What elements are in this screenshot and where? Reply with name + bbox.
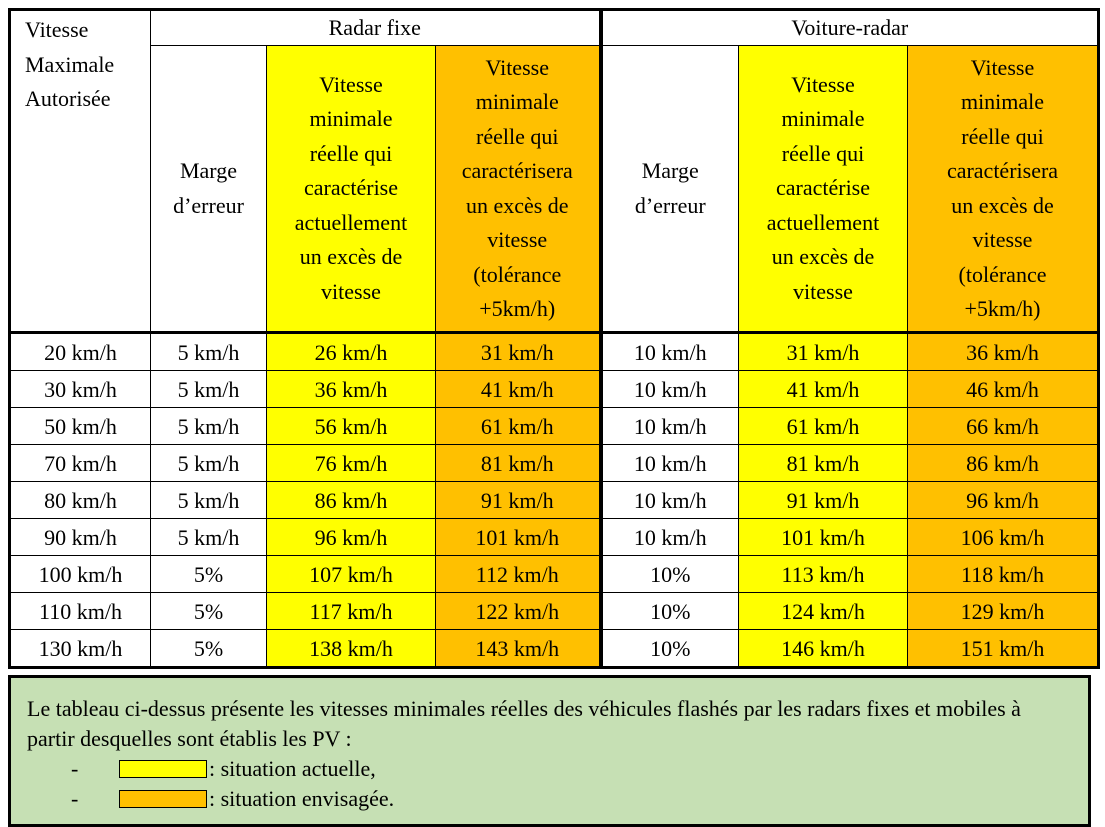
cell-mobile-current: 31 km/h bbox=[738, 332, 908, 371]
cell-mobile-current: 124 km/h bbox=[738, 592, 908, 630]
speed-table-document: Vitesse Maximale Autorisée Radar fixe Vo… bbox=[8, 8, 1100, 827]
cell-mobile-planned: 66 km/h bbox=[907, 407, 1100, 445]
table-row: 50 km/h 5 km/h 56 km/h 61 km/h 10 km/h 61 km/… bbox=[8, 407, 1100, 445]
cell-mobile-planned: 46 km/h bbox=[907, 370, 1100, 408]
table-row: 20 km/h 5 km/h 26 km/h 31 km/h 10 km/h 31 km/… bbox=[8, 332, 1100, 371]
table-row: 130 km/h 5% 138 km/h 143 km/h 10% 146 km/h 151… bbox=[8, 629, 1100, 669]
legend-text: Le tableau ci-dessus présente les vitess… bbox=[27, 696, 1021, 751]
cell-fixed-margin: 5 km/h bbox=[150, 518, 267, 556]
table-row: 80 km/h 5 km/h 86 km/h 91 km/h 10 km/h 91 km/… bbox=[8, 481, 1100, 519]
cell-fixed-margin: 5 km/h bbox=[150, 481, 267, 519]
cell-mobile-margin: 10 km/h bbox=[600, 518, 739, 556]
cell-fixed-margin: 5 km/h bbox=[150, 444, 267, 482]
cell-mobile-current: 41 km/h bbox=[738, 370, 908, 408]
cell-fixed-planned: 122 km/h bbox=[435, 592, 603, 630]
cell-vma: 70 km/h bbox=[8, 444, 151, 482]
cell-vma: 30 km/h bbox=[8, 370, 151, 408]
table-body: 20 km/h 5 km/h 26 km/h 31 km/h 10 km/h 31 km/… bbox=[8, 332, 1100, 669]
cell-fixed-current: 26 km/h bbox=[266, 332, 436, 371]
cell-fixed-current: 56 km/h bbox=[266, 407, 436, 445]
cell-mobile-planned: 36 km/h bbox=[907, 332, 1100, 371]
cell-fixed-planned: 91 km/h bbox=[435, 481, 603, 519]
legend-box: Le tableau ci-dessus présente les vitess… bbox=[8, 675, 1091, 827]
cell-fixed-current: 138 km/h bbox=[266, 629, 436, 669]
cell-mobile-planned: 96 km/h bbox=[907, 481, 1100, 519]
cell-fixed-margin: 5 km/h bbox=[150, 370, 267, 408]
legend-label-current: : situation actuelle, bbox=[209, 756, 376, 781]
cell-mobile-planned: 86 km/h bbox=[907, 444, 1100, 482]
speed-table: Vitesse Maximale Autorisée Radar fixe Vo… bbox=[8, 8, 1100, 669]
header-fixed-margin: Marge d’erreur bbox=[150, 45, 267, 334]
header-fixed-current: Vitesse minimale réelle qui caractérise … bbox=[266, 45, 436, 334]
cell-vma: 100 km/h bbox=[8, 555, 151, 593]
cell-mobile-current: 113 km/h bbox=[738, 555, 908, 593]
cell-vma: 130 km/h bbox=[8, 629, 151, 669]
table-row: 100 km/h 5% 107 km/h 112 km/h 10% 113 km/h 118… bbox=[8, 555, 1100, 593]
header-group-row: Vitesse Maximale Autorisée Radar fixe Vo… bbox=[8, 8, 1100, 334]
legend-dash: - bbox=[71, 756, 79, 781]
cell-mobile-margin: 10% bbox=[600, 592, 739, 630]
cell-fixed-margin: 5% bbox=[150, 629, 267, 669]
header-mobile-margin: Marge d’erreur bbox=[600, 45, 739, 334]
cell-fixed-margin: 5% bbox=[150, 555, 267, 593]
cell-fixed-planned: 81 km/h bbox=[435, 444, 603, 482]
cell-mobile-current: 61 km/h bbox=[738, 407, 908, 445]
header-voiture-radar: Voiture-radar bbox=[600, 8, 1100, 46]
cell-vma: 20 km/h bbox=[8, 332, 151, 371]
cell-mobile-current: 81 km/h bbox=[738, 444, 908, 482]
legend-swatch-yellow bbox=[119, 760, 207, 778]
header-vma: Vitesse Maximale Autorisée bbox=[8, 8, 151, 334]
cell-mobile-current: 91 km/h bbox=[738, 481, 908, 519]
cell-mobile-current: 101 km/h bbox=[738, 518, 908, 556]
cell-fixed-planned: 101 km/h bbox=[435, 518, 603, 556]
cell-mobile-margin: 10% bbox=[600, 555, 739, 593]
header-fixed-planned: Vitesse minimale réelle qui caractériser… bbox=[435, 45, 603, 334]
cell-fixed-margin: 5 km/h bbox=[150, 407, 267, 445]
cell-fixed-current: 86 km/h bbox=[266, 481, 436, 519]
header-mobile-planned: Vitesse minimale réelle qui caractériser… bbox=[907, 45, 1100, 334]
cell-mobile-planned: 151 km/h bbox=[907, 629, 1100, 669]
legend-item-current: - : situation actuelle, bbox=[27, 754, 1074, 784]
cell-mobile-current: 146 km/h bbox=[738, 629, 908, 669]
table-row: 90 km/h 5 km/h 96 km/h 101 km/h 10 km/h 101 k… bbox=[8, 518, 1100, 556]
cell-mobile-margin: 10 km/h bbox=[600, 370, 739, 408]
cell-mobile-margin: 10 km/h bbox=[600, 407, 739, 445]
cell-mobile-planned: 118 km/h bbox=[907, 555, 1100, 593]
table-row: 110 km/h 5% 117 km/h 122 km/h 10% 124 km/h 129… bbox=[8, 592, 1100, 630]
cell-fixed-current: 107 km/h bbox=[266, 555, 436, 593]
legend-dash: - bbox=[71, 786, 79, 811]
cell-mobile-margin: 10% bbox=[600, 629, 739, 669]
cell-fixed-current: 96 km/h bbox=[266, 518, 436, 556]
table-row: 70 km/h 5 km/h 76 km/h 81 km/h 10 km/h 81 km/… bbox=[8, 444, 1100, 482]
cell-vma: 80 km/h bbox=[8, 481, 151, 519]
cell-fixed-margin: 5% bbox=[150, 592, 267, 630]
cell-fixed-planned: 61 km/h bbox=[435, 407, 603, 445]
cell-fixed-current: 117 km/h bbox=[266, 592, 436, 630]
cell-mobile-margin: 10 km/h bbox=[600, 332, 739, 371]
header-radar-fixe: Radar fixe bbox=[150, 8, 603, 46]
cell-mobile-planned: 106 km/h bbox=[907, 518, 1100, 556]
cell-mobile-planned: 129 km/h bbox=[907, 592, 1100, 630]
cell-mobile-margin: 10 km/h bbox=[600, 481, 739, 519]
cell-fixed-current: 76 km/h bbox=[266, 444, 436, 482]
legend-swatch-orange bbox=[119, 790, 207, 808]
table-row: 30 km/h 5 km/h 36 km/h 41 km/h 10 km/h 41 km/… bbox=[8, 370, 1100, 408]
cell-fixed-planned: 31 km/h bbox=[435, 332, 603, 371]
cell-vma: 50 km/h bbox=[8, 407, 151, 445]
cell-vma: 90 km/h bbox=[8, 518, 151, 556]
cell-fixed-margin: 5 km/h bbox=[150, 332, 267, 371]
cell-mobile-margin: 10 km/h bbox=[600, 444, 739, 482]
legend-item-planned: - : situation envisagée. bbox=[27, 784, 1074, 814]
cell-fixed-planned: 143 km/h bbox=[435, 629, 603, 669]
legend-label-planned: : situation envisagée. bbox=[209, 786, 395, 811]
cell-fixed-current: 36 km/h bbox=[266, 370, 436, 408]
cell-vma: 110 km/h bbox=[8, 592, 151, 630]
cell-fixed-planned: 112 km/h bbox=[435, 555, 603, 593]
header-column-row: Marge d’erreur Vitesse minimale réelle q… bbox=[10, 45, 1100, 334]
header-mobile-current: Vitesse minimale réelle qui caractérise … bbox=[738, 45, 908, 334]
cell-fixed-planned: 41 km/h bbox=[435, 370, 603, 408]
